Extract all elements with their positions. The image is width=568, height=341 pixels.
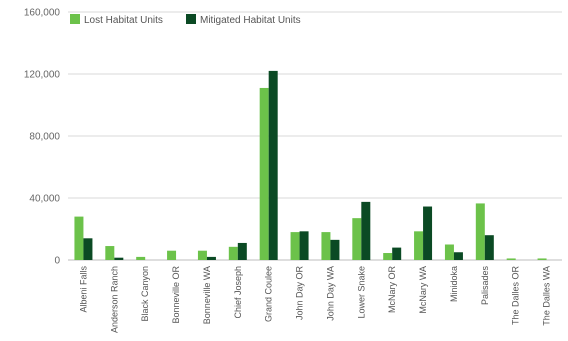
bar-lost-habitat-units-mcnary-wa (414, 231, 424, 260)
y-tick-label: 40,000 (29, 194, 60, 205)
bars (74, 70, 547, 261)
legend-label-mitigated-habitat-units: Mitigated Habitat Units (200, 15, 301, 26)
bar-mitigated-habitat-units-anderson-ranch (114, 257, 124, 260)
y-tick-label: 120,000 (24, 70, 61, 81)
x-axis-category-labels: Albeni Falls Anderson Ranch Black Canyon Bo… (78, 266, 551, 334)
bar-mitigated-habitat-units-minidoka (453, 252, 463, 260)
x-tick-label-bonneville-wa: Bonneville WA (202, 266, 212, 324)
bar-lost-habitat-units-the-dalles-or (506, 258, 516, 260)
x-tick-label-minidoka: Minidoka (449, 266, 459, 302)
bar-lost-habitat-units-black-canyon (136, 256, 146, 260)
bar-mitigated-habitat-units-mcnary-wa (423, 206, 433, 260)
y-axis-tick-labels: 0 40,000 80,000 120,000 160,000 (24, 8, 61, 267)
legend-swatch-mitigated-habitat-units (186, 14, 196, 24)
bar-mitigated-habitat-units-palisades (484, 235, 494, 260)
bar-mitigated-habitat-units-lower-snake (361, 201, 371, 260)
bar-lost-habitat-units-john-day-wa (321, 232, 331, 260)
x-tick-label-chief-joseph: Chief Joseph (233, 266, 243, 319)
x-tick-label-john-day-or: John Day OR (295, 266, 305, 321)
bar-lost-habitat-units-bonneville-or (167, 250, 177, 260)
bar-mitigated-habitat-units-grand-coulee (268, 70, 278, 261)
bar-mitigated-habitat-units-albeni-falls (83, 238, 93, 260)
legend: Lost Habitat Units Mitigated Habitat Uni… (70, 14, 301, 26)
x-tick-label-grand-coulee: Grand Coulee (264, 266, 274, 322)
bar-lost-habitat-units-grand-coulee (259, 87, 269, 260)
bar-lost-habitat-units-minidoka (444, 244, 454, 260)
x-tick-label-black-canyon: Black Canyon (140, 266, 150, 322)
bar-lost-habitat-units-palisades (475, 203, 485, 260)
bar-mitigated-habitat-units-chief-joseph (237, 242, 247, 260)
x-tick-label-albeni-falls: Albeni Falls (78, 266, 88, 313)
bar-lost-habitat-units-john-day-or (290, 232, 300, 260)
bar-lost-habitat-units-lower-snake (352, 218, 362, 260)
x-tick-label-john-day-wa: John Day WA (325, 266, 335, 321)
bar-lost-habitat-units-chief-joseph (228, 246, 238, 260)
bar-mitigated-habitat-units-bonneville-wa (206, 256, 216, 260)
gridlines (68, 11, 562, 261)
x-tick-label-the-dalles-wa: The Dalles WA (542, 266, 552, 326)
bar-mitigated-habitat-units-john-day-or (299, 231, 309, 260)
legend-label-lost-habitat-units: Lost Habitat Units (84, 15, 163, 26)
y-tick-label: 80,000 (29, 132, 60, 143)
bar-lost-habitat-units-mcnary-or (383, 253, 393, 260)
legend-swatch-lost-habitat-units (70, 14, 80, 24)
bar-lost-habitat-units-albeni-falls (74, 216, 84, 260)
bar-lost-habitat-units-the-dalles-wa (537, 258, 547, 260)
x-tick-label-mcnary-or: McNary OR (387, 266, 397, 314)
bar-mitigated-habitat-units-john-day-wa (330, 239, 340, 260)
x-tick-label-the-dalles-or: The Dalles OR (511, 266, 521, 326)
bar-lost-habitat-units-bonneville-wa (197, 250, 207, 260)
y-tick-label: 160,000 (24, 8, 61, 19)
bar-mitigated-habitat-units-mcnary-or (392, 247, 402, 260)
x-tick-label-bonneville-or: Bonneville OR (171, 266, 181, 324)
x-tick-label-palisades: Palisades (480, 266, 490, 306)
bar-lost-habitat-units-anderson-ranch (105, 246, 115, 260)
x-tick-label-lower-snake: Lower Snake (356, 266, 366, 319)
y-tick-label: 0 (54, 256, 60, 267)
x-tick-label-mcnary-wa: McNary WA (418, 266, 428, 314)
x-tick-label-anderson-ranch: Anderson Ranch (109, 266, 119, 333)
